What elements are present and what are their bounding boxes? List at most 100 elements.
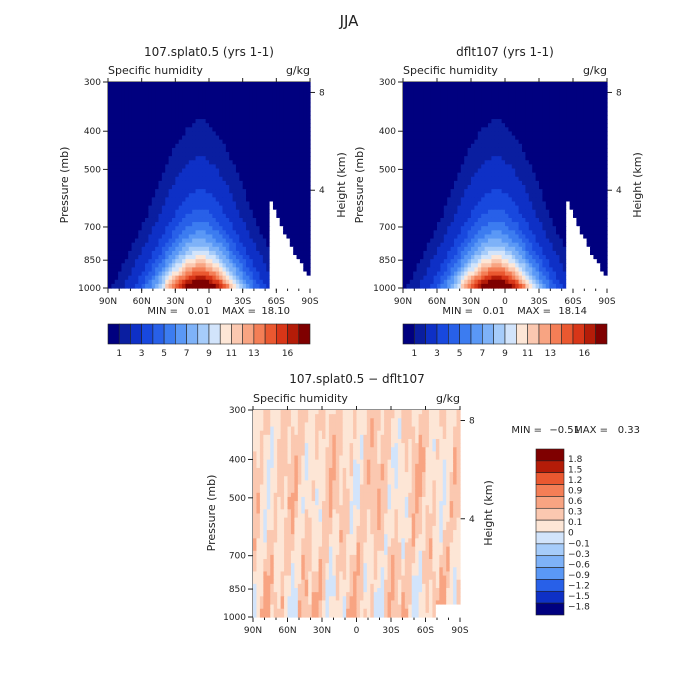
heatmap-cell	[145, 234, 149, 240]
heatmap-cell	[552, 168, 557, 174]
heatmap-cell	[192, 205, 197, 211]
heatmap-cell	[225, 242, 230, 248]
heatmap-cell	[443, 205, 448, 211]
heatmap-cell	[209, 127, 213, 133]
heatmap-cell	[559, 94, 564, 100]
heatmap-cell	[168, 279, 173, 285]
heatmap-cell	[484, 197, 489, 203]
heatmap-cell	[454, 176, 458, 182]
heatmap-cell	[494, 106, 499, 112]
heatmap-cell	[202, 230, 207, 236]
heatmap-cell	[293, 209, 298, 215]
heatmap-cell	[168, 110, 173, 116]
heatmap-cell	[252, 143, 257, 149]
heatmap-cell	[542, 119, 547, 124]
heatmap-cell	[491, 164, 496, 170]
heatmap-cell	[416, 193, 421, 198]
heatmap-cell	[525, 152, 530, 157]
heatmap-cell	[426, 164, 431, 170]
heatmap-cell	[573, 123, 577, 128]
heatmap-cell	[266, 205, 271, 211]
heatmap-cell	[141, 271, 146, 277]
heatmap-cell	[262, 250, 267, 256]
heatmap-cell	[198, 201, 203, 207]
heatmap-cell	[161, 106, 166, 112]
heatmap-cell	[484, 168, 489, 174]
heatmap-cell	[511, 82, 516, 87]
heatmap-cell	[165, 283, 170, 289]
heatmap-cell	[124, 271, 129, 277]
heatmap-cell	[229, 102, 234, 108]
heatmap-cell	[573, 143, 577, 149]
heatmap-cell	[232, 263, 237, 268]
heatmap-cell	[481, 152, 486, 157]
heatmap-cell	[299, 160, 304, 165]
panel-left-ylabel: Pressure (mb)	[58, 147, 71, 224]
heatmap-cell	[474, 127, 479, 133]
heatmap-cell	[286, 226, 291, 231]
heatmap-cell	[494, 147, 499, 153]
heatmap-cell	[141, 238, 146, 244]
heatmap-cell	[272, 110, 277, 116]
heatmap-cell	[195, 160, 200, 165]
heatmap-cell	[508, 119, 513, 124]
heatmap-cell	[225, 147, 230, 153]
heatmap-cell	[303, 90, 308, 95]
heatmap-cell	[283, 139, 288, 145]
heatmap-cell	[276, 156, 281, 161]
heatmap-cell	[151, 209, 156, 215]
heatmap-cell	[590, 143, 594, 149]
heatmap-cell	[151, 217, 156, 223]
heatmap-cell	[148, 185, 153, 190]
heatmap-cell	[579, 152, 584, 157]
heatmap-cell	[225, 267, 230, 273]
heatmap-cell	[272, 259, 277, 264]
heatmap-cell	[155, 189, 160, 194]
heatmap-cell	[256, 255, 261, 260]
heatmap-cell	[433, 94, 438, 100]
heatmap-cell	[202, 283, 207, 289]
heatmap-cell	[168, 267, 173, 273]
heatmap-cell	[283, 106, 288, 112]
heatmap-cell	[145, 94, 149, 100]
heatmap-cell	[457, 82, 462, 87]
heatmap-cell	[202, 131, 207, 137]
heatmap-cell	[511, 160, 516, 165]
heatmap-cell	[306, 110, 311, 116]
heatmap-cell	[296, 238, 301, 244]
heatmap-cell	[188, 267, 193, 273]
heatmap-cell	[198, 193, 203, 198]
heatmap-cell	[141, 209, 146, 215]
heatmap-cell	[505, 82, 509, 87]
heatmap-cell	[528, 82, 533, 87]
heatmap-cell	[289, 226, 294, 231]
heatmap-cell	[511, 110, 516, 116]
heatmap-cell	[175, 180, 180, 186]
heatmap-cell	[535, 90, 540, 95]
heatmap-cell	[222, 143, 227, 149]
heatmap-cell	[155, 197, 160, 203]
heatmap-cell	[256, 246, 261, 252]
heatmap-cell	[171, 255, 176, 260]
heatmap-cell	[528, 106, 533, 112]
heatmap-cell	[508, 152, 513, 157]
heatmap-cell	[409, 86, 414, 91]
heatmap-cell	[266, 106, 271, 112]
heatmap-cell	[134, 156, 139, 161]
heatmap-cell	[229, 123, 234, 128]
heatmap-cell	[515, 131, 520, 137]
heatmap-cell	[256, 205, 261, 211]
heatmap-cell	[293, 180, 298, 186]
heatmap-cell	[279, 230, 284, 236]
heatmap-cell	[138, 86, 143, 91]
heatmap-cell	[590, 94, 594, 100]
heatmap-cell	[501, 193, 506, 198]
heatmap-cell	[498, 201, 503, 207]
heatmap-cell	[471, 131, 475, 137]
heatmap-cell	[286, 213, 291, 219]
heatmap-cell	[185, 114, 190, 120]
heatmap-cell	[579, 172, 584, 178]
heatmap-cell	[235, 119, 240, 124]
heatmap-cell	[222, 197, 227, 203]
heatmap-cell	[148, 119, 153, 124]
